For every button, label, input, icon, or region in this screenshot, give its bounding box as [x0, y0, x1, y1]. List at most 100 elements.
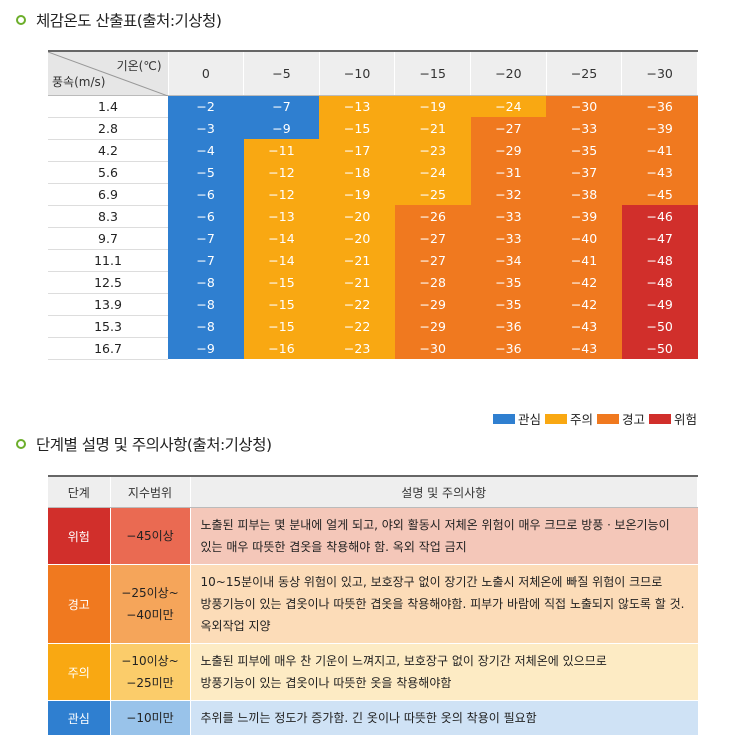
wind-chill-value-cell: −15 — [319, 117, 395, 139]
description-line: 방풍기능이 있는 겹옷이나 따뜻한 옷을 착용해야함 — [200, 676, 452, 690]
wind-chill-value-cell: −50 — [621, 315, 698, 337]
temperature-header: −15 — [394, 50, 472, 96]
stage-range-cell: −10미만 — [110, 700, 191, 736]
stage-description-cell: 노출된 피부는 몇 분내에 얼게 되고, 야외 활동시 저체온 위험이 매우 크… — [190, 507, 698, 565]
wind-chill-value-cell: −32 — [470, 183, 547, 205]
wind-chill-value-cell: −38 — [546, 183, 622, 205]
wind-chill-row: 1.4 −2 −7 −13 −19 −24 −30 −36 — [48, 95, 698, 118]
wind-chill-value-cell: −47 — [621, 227, 698, 249]
wind-chill-value-cell: −36 — [470, 315, 547, 337]
wind-chill-value-cell: −7 — [243, 95, 320, 117]
temperature-header: −10 — [319, 50, 396, 96]
stage-row: 관심 −10미만 추위를 느끼는 정도가 증가함. 긴 옷이나 따뜻한 옷의 착용이… — [48, 700, 698, 736]
stage-name-cell: 관심 — [48, 700, 111, 736]
range-line: −45이상 — [126, 529, 174, 543]
wind-speed-cell: 12.5 — [48, 271, 168, 294]
wind-chill-table: 기온(℃) 풍속(m/s) 0 −5 −10 −15 −20 −25 −30 1.4 −2 −7… — [48, 50, 698, 360]
wind-chill-row: 4.2 −4 −11 −17 −23 −29 −35 −41 — [48, 139, 698, 162]
description-line: 10~15분이내 동상 위험이 있고, 보호장구 없이 장기간 노출시 저체온에… — [200, 575, 663, 589]
wind-chill-value-cell: −21 — [319, 271, 395, 293]
wind-chill-value-cell: −7 — [168, 249, 244, 271]
wind-chill-value-cell: −16 — [243, 337, 320, 359]
wind-chill-value-cell: −29 — [394, 315, 471, 337]
legend-label: 주의 — [569, 412, 593, 427]
wind-chill-value-cell: −12 — [243, 183, 320, 205]
wind-chill-row: 15.3 −8 −15 −22 −29 −36 −43 −50 — [48, 315, 698, 338]
wind-chill-row: 2.8 −3 −9 −15 −21 −27 −33 −39 — [48, 117, 698, 140]
wind-chill-value-cell: −24 — [470, 95, 547, 117]
circle-bullet-icon — [16, 15, 26, 25]
wind-chill-value-cell: −8 — [168, 315, 244, 337]
range-line: −40미만 — [126, 608, 174, 622]
description-line: 노출된 피부는 몇 분내에 얼게 되고, 야외 활동시 저체온 위험이 매우 크… — [200, 518, 670, 532]
wind-speed-cell: 6.9 — [48, 183, 168, 206]
stage-range-cell: −10이상~ −25미만 — [110, 643, 191, 701]
wind-chill-value-cell: −33 — [546, 117, 622, 139]
stage-description-cell: 추위를 느끼는 정도가 증가함. 긴 옷이나 따뜻한 옷의 착용이 필요함 — [190, 700, 698, 736]
stages-table: 단계 지수범위 설명 및 주의사항 위험 −45이상 노출된 피부는 몇 분내에 얼… — [48, 475, 698, 736]
range-line: −25이상~ — [121, 586, 179, 600]
stages-header-row: 단계 지수범위 설명 및 주의사항 — [48, 475, 698, 508]
wind-chill-value-cell: −36 — [621, 95, 698, 117]
wind-chill-value-cell: −43 — [546, 315, 622, 337]
wind-chill-value-cell: −43 — [621, 161, 698, 183]
temperature-header: −5 — [243, 50, 320, 96]
wind-chill-value-cell: −26 — [394, 205, 471, 227]
wind-speed-cell: 5.6 — [48, 161, 168, 184]
wind-chill-value-cell: −21 — [394, 117, 471, 139]
wind-chill-value-cell: −41 — [621, 139, 698, 161]
stages-title: 단계별 설명 및 주의사항(출처:기상청) — [36, 436, 272, 454]
stage-name-cell: 위험 — [48, 507, 111, 565]
wind-chill-value-cell: −24 — [394, 161, 471, 183]
description-line: 옥외작업 지양 — [200, 619, 271, 633]
wind-chill-value-cell: −49 — [621, 293, 698, 315]
wind-chill-value-cell: −6 — [168, 183, 244, 205]
temperature-header: 0 — [168, 50, 245, 96]
wind-chill-row: 13.9 −8 −15 −22 −29 −35 −42 −49 — [48, 293, 698, 316]
wind-chill-value-cell: −35 — [546, 139, 622, 161]
wind-chill-value-cell: −3 — [168, 117, 244, 139]
wind-chill-value-cell: −35 — [470, 271, 547, 293]
wind-chill-value-cell: −15 — [243, 315, 320, 337]
wind-chill-header-row: 기온(℃) 풍속(m/s) 0 −5 −10 −15 −20 −25 −30 — [48, 50, 698, 96]
wind-chill-heading: 체감온도 산출표(출처:기상청) — [16, 9, 222, 31]
wind-speed-cell: 11.1 — [48, 249, 168, 272]
stage-range-cell: −25이상~ −40미만 — [110, 564, 191, 644]
wind-chill-value-cell: −36 — [470, 337, 547, 359]
wind-chill-value-cell: −31 — [470, 161, 547, 183]
legend-item: 위험 — [648, 409, 697, 428]
corner-header: 기온(℃) 풍속(m/s) — [48, 50, 169, 96]
wind-speed-cell: 13.9 — [48, 293, 168, 316]
wind-chill-value-cell: −23 — [319, 337, 395, 359]
wind-chill-value-cell: −48 — [621, 249, 698, 271]
wind-chill-value-cell: −48 — [621, 271, 698, 293]
wind-speed-cell: 1.4 — [48, 95, 168, 118]
wind-speed-axis-label: 풍속(m/s) — [52, 74, 106, 89]
legend-item: 관심 — [492, 409, 541, 428]
wind-chill-value-cell: −17 — [319, 139, 395, 161]
wind-chill-value-cell: −21 — [319, 249, 395, 271]
wind-chill-value-cell: −42 — [546, 271, 622, 293]
wind-chill-value-cell: −8 — [168, 271, 244, 293]
legend-label: 관심 — [517, 412, 541, 427]
legend: 관심 주의 경고 위험 — [489, 409, 697, 428]
wind-chill-value-cell: −11 — [243, 139, 320, 161]
wind-chill-value-cell: −9 — [243, 117, 320, 139]
wind-chill-value-cell: −29 — [470, 139, 547, 161]
wind-chill-value-cell: −7 — [168, 227, 244, 249]
wind-chill-title: 체감온도 산출표(출처:기상청) — [36, 12, 222, 30]
description-line: 추위를 느끼는 정도가 증가함. 긴 옷이나 따뜻한 옷의 착용이 필요함 — [200, 711, 537, 725]
wind-chill-row: 12.5 −8 −15 −21 −28 −35 −42 −48 — [48, 271, 698, 294]
wind-chill-value-cell: −40 — [546, 227, 622, 249]
wind-chill-value-cell: −2 — [168, 95, 244, 117]
wind-chill-value-cell: −25 — [394, 183, 471, 205]
range-column-header: 지수범위 — [110, 475, 191, 508]
wind-chill-value-cell: −8 — [168, 293, 244, 315]
wind-chill-value-cell: −39 — [546, 205, 622, 227]
wind-speed-cell: 9.7 — [48, 227, 168, 250]
wind-chill-value-cell: −30 — [546, 95, 622, 117]
wind-chill-row: 16.7 −9 −16 −23 −30 −36 −43 −50 — [48, 337, 698, 360]
wind-chill-value-cell: −50 — [621, 337, 698, 359]
wind-chill-value-cell: −20 — [319, 205, 395, 227]
legend-item: 주의 — [544, 409, 593, 428]
